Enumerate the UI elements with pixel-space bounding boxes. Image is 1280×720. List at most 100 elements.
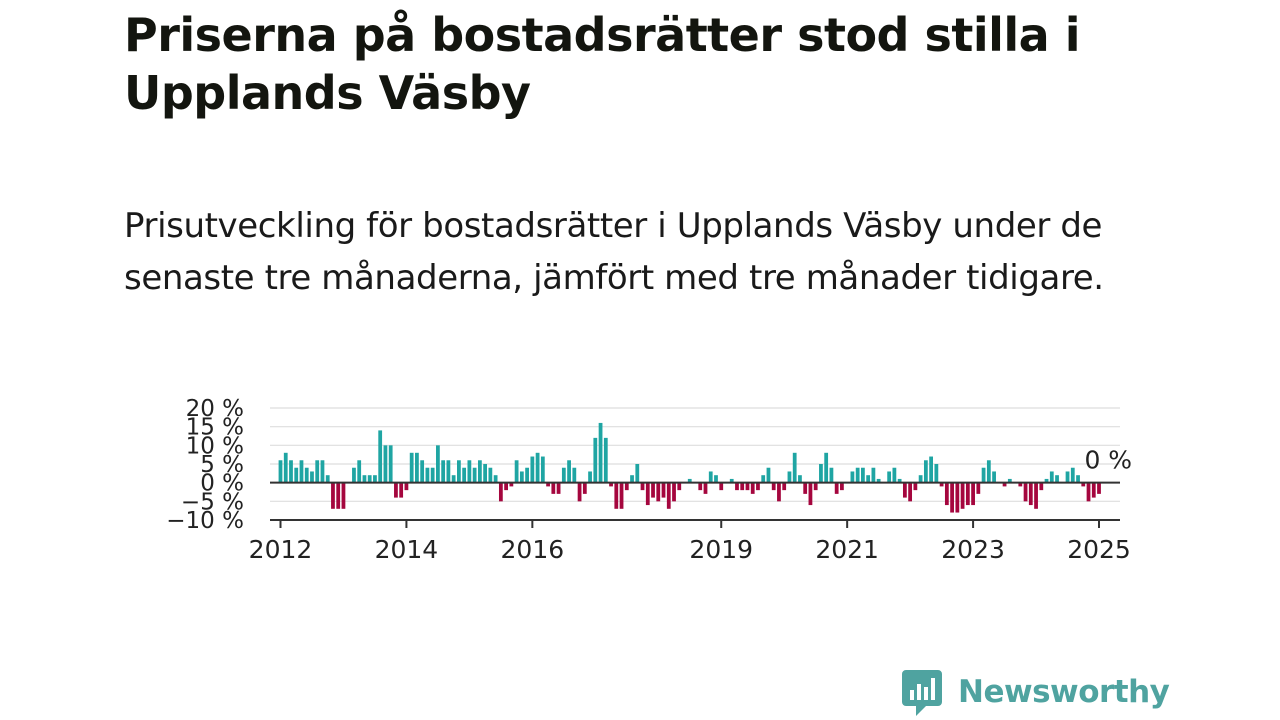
bar (745, 482, 750, 491)
bar (756, 482, 760, 491)
bar (488, 467, 493, 483)
bar (467, 460, 472, 483)
bar (367, 475, 372, 483)
bar (840, 482, 844, 491)
bar (609, 482, 613, 487)
bar (855, 467, 860, 483)
bar (777, 482, 781, 502)
bar (1034, 482, 1038, 509)
bar (425, 467, 430, 483)
bar (708, 471, 713, 483)
bar (1076, 475, 1080, 483)
bar (981, 467, 986, 483)
bar (514, 460, 519, 483)
x-tick-label: 2016 (501, 535, 565, 564)
bar (572, 467, 577, 483)
bar (672, 482, 676, 502)
bar (803, 482, 808, 494)
bar (498, 482, 503, 502)
bar (430, 467, 435, 483)
bar (1002, 482, 1007, 487)
bar (703, 482, 708, 494)
bar (918, 475, 923, 483)
bar (740, 482, 745, 491)
bar (808, 482, 813, 506)
bar (341, 482, 346, 509)
bar (283, 452, 288, 483)
bar (1097, 482, 1101, 494)
bar (457, 460, 461, 483)
bar (714, 475, 718, 483)
bar (824, 452, 829, 483)
bar (315, 460, 320, 483)
bar (577, 482, 582, 502)
x-tick-label: 2021 (815, 535, 879, 564)
bars (278, 422, 1101, 513)
bar (1081, 482, 1086, 487)
bar (929, 456, 933, 483)
bar (357, 460, 362, 483)
y-tick-label: 0 % (200, 471, 244, 497)
bar (519, 471, 524, 483)
bar (630, 475, 634, 483)
bar (971, 482, 975, 506)
bar (378, 430, 383, 483)
bar (829, 467, 834, 483)
bar (493, 475, 498, 483)
bar (687, 478, 692, 483)
bar (509, 482, 514, 487)
bar (939, 482, 944, 487)
bar (294, 467, 299, 483)
bar (735, 482, 739, 491)
bar (813, 482, 818, 491)
bar (1070, 467, 1075, 483)
bar (483, 464, 488, 483)
bar (320, 460, 325, 483)
bar (897, 478, 902, 483)
bar (645, 482, 650, 506)
y-tick-label: 5 % (200, 452, 244, 478)
y-tick-label: 20 % (186, 396, 244, 422)
bar (399, 482, 404, 498)
bar (719, 482, 724, 491)
chart-subtitle: Prisutveckling för bostadsrätter i Uppla… (124, 206, 1104, 298)
bar (1007, 478, 1012, 483)
bar (556, 482, 561, 494)
bar (1065, 471, 1070, 483)
bar (404, 482, 409, 491)
bar (477, 460, 482, 483)
bar (976, 482, 981, 494)
bar (310, 471, 314, 483)
bar (651, 482, 655, 498)
bar (750, 482, 755, 494)
bar (619, 482, 624, 509)
bar (472, 467, 477, 483)
bar (887, 471, 892, 483)
bar (965, 482, 970, 506)
bar (656, 482, 661, 502)
bar (902, 482, 907, 498)
bar (861, 467, 865, 483)
logo-text: Newsworthy (958, 674, 1170, 710)
last-value-label: 0 % (1084, 446, 1132, 475)
bar (462, 467, 467, 483)
bar (1044, 478, 1049, 483)
bar (1023, 482, 1028, 502)
newsworthy-logo[interactable]: Newsworthy (902, 668, 1170, 716)
bar (640, 482, 645, 491)
bar (1028, 482, 1033, 506)
bar (892, 467, 897, 483)
y-tick-label: 10 % (186, 433, 244, 459)
y-tick-label: −10 % (166, 508, 244, 534)
bar (388, 445, 393, 483)
bar (525, 467, 529, 483)
bar (729, 478, 734, 483)
bar (1086, 482, 1091, 502)
bar (598, 422, 603, 483)
bar (325, 475, 330, 483)
y-tick-label: −5 % (181, 489, 244, 515)
bar (383, 445, 388, 483)
bar (373, 475, 377, 483)
bar (362, 475, 367, 483)
grid-lines (270, 407, 1120, 521)
